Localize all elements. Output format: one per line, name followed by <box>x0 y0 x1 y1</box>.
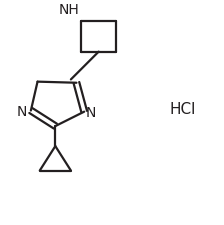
Text: NH: NH <box>59 3 80 17</box>
Text: HCl: HCl <box>170 102 196 117</box>
Text: N: N <box>86 106 96 120</box>
Text: N: N <box>17 105 27 119</box>
